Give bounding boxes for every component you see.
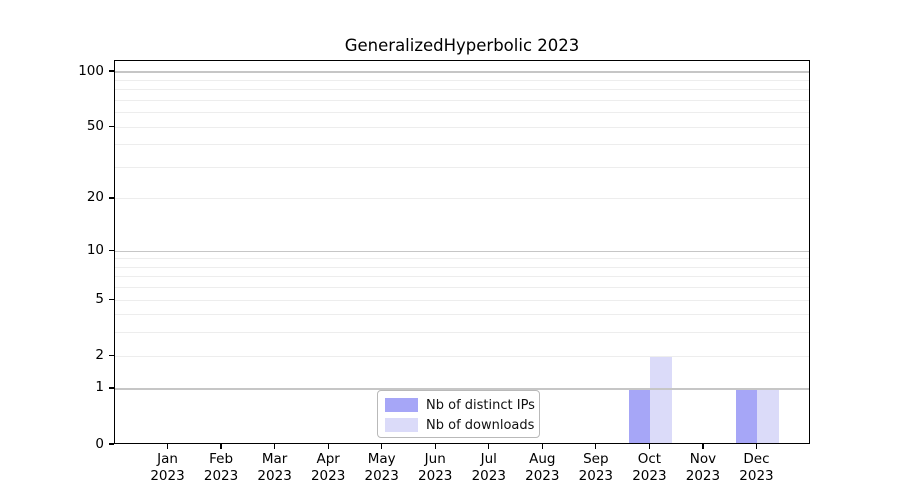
x-tick-label: Oct 2023 [617,451,681,484]
minor-gridline [115,89,809,91]
x-tick-label: Nov 2023 [671,451,735,484]
x-tick-label: May 2023 [350,451,414,484]
distinct-ips-swatch [385,398,418,412]
bar-downloads [757,388,779,443]
plot-area [114,60,810,444]
minor-gridline [115,198,809,200]
minor-gridline [115,112,809,114]
x-tick-year: 2023 [418,467,453,484]
minor-gridline [115,266,809,268]
y-tick [109,387,114,389]
x-tick-month: Oct [637,451,662,467]
x-tick-month: Apr [316,451,340,467]
x-tick-month: Aug [529,451,556,467]
x-tick-label: Mar 2023 [243,451,307,484]
x-tick [702,444,704,449]
minor-gridline [115,79,809,81]
x-tick-month: Sep [583,451,609,467]
y-tick [109,443,114,445]
y-tick-label: 1 [95,379,104,396]
y-tick-label: 50 [86,117,104,134]
x-tick-year: 2023 [471,467,506,484]
x-tick-month: May [367,451,396,467]
bar-downloads [650,356,672,443]
x-tick [595,444,597,449]
x-tick [327,444,329,449]
x-tick-month: Jun [424,451,446,467]
x-tick-year: 2023 [203,467,239,484]
x-tick-label: Jan 2023 [136,451,200,484]
major-gridline [115,388,809,390]
x-tick-year: 2023 [685,467,721,484]
minor-gridline [115,299,809,301]
x-tick-month: Jan [157,451,178,467]
major-gridline [115,250,809,252]
x-tick [648,444,651,449]
x-tick-month: Jul [480,451,497,467]
x-tick [273,444,276,449]
y-tick [109,298,114,300]
x-tick-year: 2023 [364,467,399,484]
x-tick-label: Jun 2023 [403,451,467,484]
y-tick-label: 10 [86,241,104,258]
x-tick-year: 2023 [310,467,346,484]
legend-label: Nb of downloads [426,417,535,433]
x-tick-month: Dec [743,451,770,467]
chart-title: GeneralizedHyperbolic 2023 [344,36,580,55]
x-tick-year: 2023 [578,467,614,484]
x-tick-month: Feb [209,451,234,467]
minor-gridline [115,287,809,289]
y-tick-label: 2 [95,346,104,363]
x-tick-label: Sep 2023 [564,451,628,484]
legend-item: Nb of distinct IPs [378,395,539,415]
legend-label: Nb of distinct IPs [426,397,535,413]
legend-item: Nb of downloads [378,415,539,435]
minor-gridline [115,258,809,260]
y-tick-label: 5 [95,290,104,307]
minor-gridline [115,314,809,316]
x-tick-label: Feb 2023 [189,451,253,484]
x-tick-year: 2023 [739,467,774,484]
bar-distinct-ips [736,388,758,443]
x-tick-label: Aug 2023 [510,451,574,484]
y-tick [109,197,114,199]
x-tick-year: 2023 [257,467,292,484]
minor-gridline [115,276,809,278]
x-tick-year: 2023 [150,467,185,484]
x-tick-label: Apr 2023 [296,451,360,484]
x-tick-month: Mar [261,451,288,467]
y-tick-label: 100 [78,62,104,79]
downloads-swatch [385,418,418,432]
x-tick-year: 2023 [525,467,560,484]
x-tick-year: 2023 [632,467,667,484]
minor-gridline [115,166,809,168]
major-gridline [115,71,809,73]
minor-gridline [115,126,809,128]
legend: Nb of distinct IPs Nb of downloads [377,390,540,438]
x-tick [488,444,490,449]
minor-gridline [115,144,809,146]
minor-gridline [115,99,809,101]
minor-gridline [115,355,809,357]
x-tick [541,444,543,449]
x-tick-month: Nov [689,451,717,467]
bar-distinct-ips [628,388,651,443]
x-tick [755,444,758,449]
y-tick [109,354,114,356]
minor-gridline [115,332,809,334]
y-tick [109,249,114,251]
x-tick [434,444,436,449]
y-tick-label: 20 [86,189,104,206]
x-tick [220,444,222,449]
y-tick [109,125,114,127]
y-tick [109,70,114,72]
x-tick [166,444,169,449]
x-tick-label: Dec 2023 [724,451,788,484]
x-tick-label: Jul 2023 [457,451,521,484]
y-tick-label: 0 [95,435,104,452]
x-tick [381,444,383,449]
